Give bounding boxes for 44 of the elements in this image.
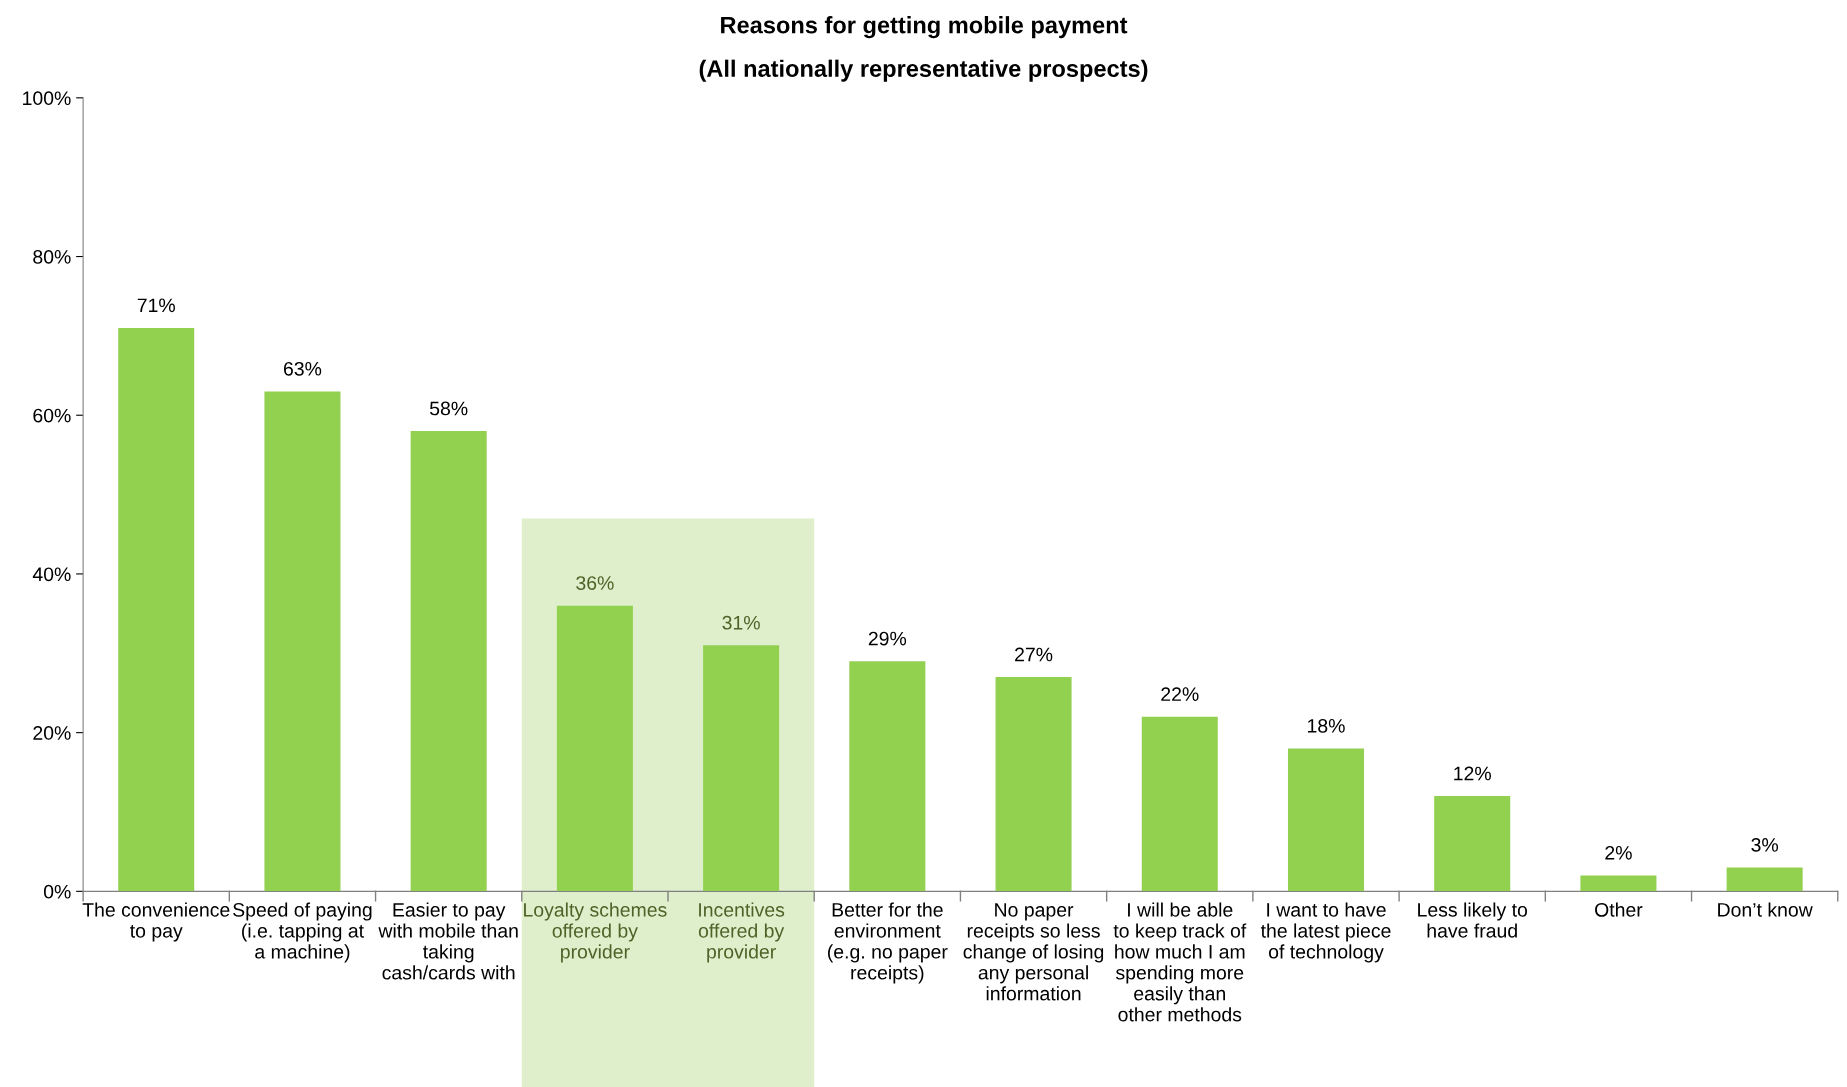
x-tick-label: Speed of paying (i.e. tapping at a machine) — [233, 902, 372, 963]
bar — [264, 391, 341, 892]
bar — [1434, 796, 1511, 892]
bar — [1141, 716, 1218, 892]
bar — [1726, 867, 1803, 892]
y-tick-label: 20% — [33, 726, 71, 740]
chart-title: Reasons for getting mobile payment — [721, 16, 1128, 39]
bar — [995, 677, 1072, 892]
data-label: 27% — [1015, 647, 1053, 662]
bar — [1287, 748, 1365, 892]
data-label: 58% — [429, 401, 468, 416]
bar — [1580, 875, 1657, 892]
data-label: 22% — [1161, 687, 1199, 701]
x-tick-label: I want to have the latest piece of technology — [1260, 902, 1391, 963]
x-tick-label: Incentives offered by provider — [698, 902, 785, 963]
data-label: 71% — [137, 298, 175, 313]
data-label: 2% — [1605, 845, 1632, 860]
bar — [556, 605, 633, 892]
bar — [703, 645, 780, 892]
y-tick-label: 80% — [33, 250, 71, 264]
bar — [118, 327, 195, 892]
data-label: 3% — [1751, 838, 1779, 852]
data-label: 18% — [1308, 718, 1345, 733]
x-tick-label: Better for the environment (e.g. no paper receipts) — [828, 902, 948, 984]
x-tick-label: I will be able to keep track of how much I am spending more easily than other methods — [1113, 902, 1247, 1022]
bar — [410, 431, 487, 892]
chart-subtitle: (All nationally representative prospects) — [699, 59, 1148, 82]
data-label: 63% — [283, 361, 322, 376]
y-tick-label: 60% — [33, 408, 71, 423]
bar — [849, 661, 926, 892]
y-tick-label: 100% — [23, 91, 71, 106]
x-tick-label: Easier to pay with mobile than taking cash/cards with — [378, 902, 518, 980]
x-tick-label: Don’t know — [1718, 902, 1813, 917]
data-label: 36% — [576, 576, 614, 590]
x-tick-label: The convenience to pay — [82, 902, 230, 942]
x-tick-label: Loyalty schemes offered by provider — [524, 902, 667, 963]
x-tick-label: Other — [1595, 902, 1643, 917]
x-tick-label: Less likely to have fraud — [1418, 902, 1528, 938]
y-tick-label: 40% — [32, 567, 71, 582]
y-tick-label: 0% — [43, 884, 71, 899]
x-tick-label: No paper receipts so less change of losing any personal information — [963, 903, 1104, 1001]
data-label: 29% — [868, 631, 907, 646]
data-label: 12% — [1454, 766, 1491, 781]
data-label: 31% — [722, 615, 760, 630]
